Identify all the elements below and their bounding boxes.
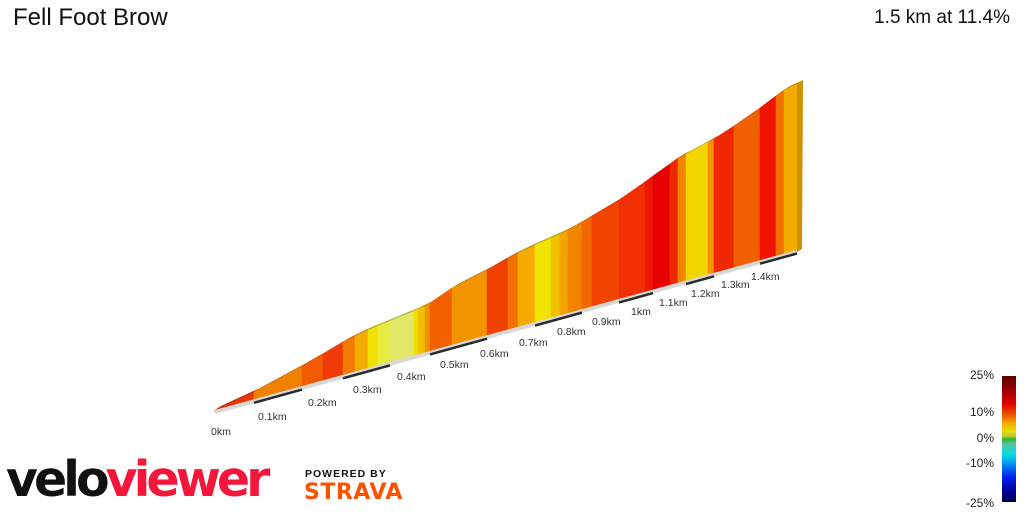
veloviewer-logo[interactable]: veloviewer bbox=[6, 451, 271, 508]
profile-segment-top bbox=[619, 178, 651, 200]
powered-by-label: POWERED BY bbox=[305, 468, 387, 480]
distance-axis-band bbox=[429, 337, 488, 356]
profile-segment bbox=[733, 107, 761, 270]
profile-segment-top bbox=[518, 241, 541, 253]
distance-tick-label: 0.7km bbox=[519, 337, 548, 349]
profile-segment-top bbox=[678, 150, 692, 158]
profile-segment bbox=[581, 215, 593, 312]
distance-tick-label: 1km bbox=[631, 306, 651, 318]
profile-segment-top bbox=[508, 249, 524, 258]
profile-segment bbox=[783, 83, 798, 256]
profile-segment bbox=[354, 329, 369, 374]
profile-segment bbox=[759, 95, 777, 263]
profile-segment-top bbox=[784, 80, 803, 90]
distance-tick-label: 0km bbox=[211, 426, 231, 438]
profile-segment bbox=[367, 325, 379, 371]
profile-segment-top bbox=[535, 234, 557, 245]
profile-segment bbox=[413, 308, 419, 358]
profile-segment bbox=[486, 257, 509, 338]
legend-label-0: 0% bbox=[976, 431, 994, 445]
profile-segment bbox=[707, 138, 715, 277]
profile-segment bbox=[618, 181, 646, 302]
distance-axis-band bbox=[534, 311, 583, 327]
profile-segment-top bbox=[323, 338, 349, 354]
profile-segment-top bbox=[390, 307, 420, 321]
distance-tick-label: 0.4km bbox=[397, 371, 426, 383]
legend-label-10: 10% bbox=[969, 405, 994, 419]
profile-segment bbox=[451, 269, 488, 348]
logo-viewer: viewer bbox=[105, 451, 271, 508]
gradient-color-scale bbox=[1002, 376, 1016, 502]
profile-segment bbox=[550, 233, 561, 321]
profile-segment-top bbox=[343, 332, 361, 342]
profile-segment-top bbox=[414, 305, 424, 311]
profile-segment bbox=[677, 153, 687, 286]
profile-segment-top bbox=[355, 326, 374, 336]
profile-segments bbox=[214, 80, 803, 413]
legend-label-neg10: -10% bbox=[965, 456, 994, 470]
profile-segment bbox=[775, 89, 785, 259]
distance-tick-label: 1.1km bbox=[659, 297, 688, 309]
profile-segment bbox=[685, 141, 709, 283]
profile-segment-top bbox=[686, 138, 714, 154]
profile-segment bbox=[534, 237, 552, 325]
profile-segment-top bbox=[430, 284, 458, 303]
page-title: Fell Foot Brow bbox=[13, 4, 168, 31]
profile-segment bbox=[424, 302, 431, 355]
profile-segment bbox=[342, 335, 356, 378]
distance-tick-label: 0.3km bbox=[353, 384, 382, 396]
profile-segment bbox=[559, 229, 569, 318]
distance-tick-label: 0.8km bbox=[557, 326, 586, 338]
profile-segment bbox=[429, 287, 453, 354]
legend-label-max: 25% bbox=[969, 368, 994, 382]
distance-tick-label: 1.4km bbox=[751, 271, 780, 283]
profile-segment-top bbox=[452, 266, 493, 288]
profile-segment-top bbox=[418, 302, 431, 309]
strava-logo[interactable]: STRAVA bbox=[304, 480, 403, 505]
profile-segment bbox=[517, 244, 536, 330]
profile-segment bbox=[713, 125, 735, 276]
profile-segment-top bbox=[568, 218, 588, 230]
profile-segment-top bbox=[378, 317, 396, 326]
distance-tick-label: 0.6km bbox=[480, 348, 509, 360]
distance-tick-label: 1.3km bbox=[721, 279, 750, 291]
distance-tick-label: 0.9km bbox=[592, 316, 621, 328]
distance-axis-band bbox=[342, 364, 391, 380]
profile-segment bbox=[377, 320, 391, 368]
profile-segment bbox=[652, 163, 671, 292]
distance-axis-band bbox=[685, 275, 715, 286]
profile-segment-top bbox=[487, 254, 514, 270]
profile-segment bbox=[417, 305, 426, 357]
distance-axis-band bbox=[618, 291, 654, 304]
distance-axis bbox=[215, 250, 798, 414]
profile-segment-top bbox=[254, 362, 308, 392]
distance-tick-label: 1.2km bbox=[691, 288, 720, 300]
profile-segment bbox=[591, 199, 620, 309]
profile-segment-top bbox=[734, 104, 766, 126]
profile-segment bbox=[507, 252, 519, 332]
distance-tick-label: 0.1km bbox=[258, 411, 287, 423]
profile-segment-top bbox=[560, 226, 574, 234]
profile-segment-top bbox=[302, 350, 329, 366]
profile-segment-top bbox=[592, 196, 625, 216]
profile-segment-top bbox=[551, 230, 566, 238]
profile-segment-top bbox=[714, 122, 740, 139]
logo-velo: velo bbox=[6, 451, 110, 508]
distance-axis-band bbox=[759, 252, 798, 265]
distance-tick-label: 0.2km bbox=[308, 397, 337, 409]
profile-segment bbox=[644, 175, 654, 295]
distance-tick-label: 0.5km bbox=[440, 359, 469, 371]
gradient-legend: 25% 10% 0% -10% -25% bbox=[960, 368, 1024, 512]
distance-tick-labels: 0km 0.1km 0.2km 0.3km 0.4km 0.5km 0.6km 0.7km 0.… bbox=[211, 271, 780, 438]
climb-summary: 1.5 km at 11.4% bbox=[874, 7, 1010, 28]
profile-segment bbox=[567, 221, 583, 316]
legend-label-min: -25% bbox=[965, 496, 994, 510]
profile-segment bbox=[669, 157, 679, 288]
distance-axis-band bbox=[253, 388, 303, 404]
profile-segment-top bbox=[215, 388, 260, 410]
profile-segment-top bbox=[368, 322, 384, 330]
